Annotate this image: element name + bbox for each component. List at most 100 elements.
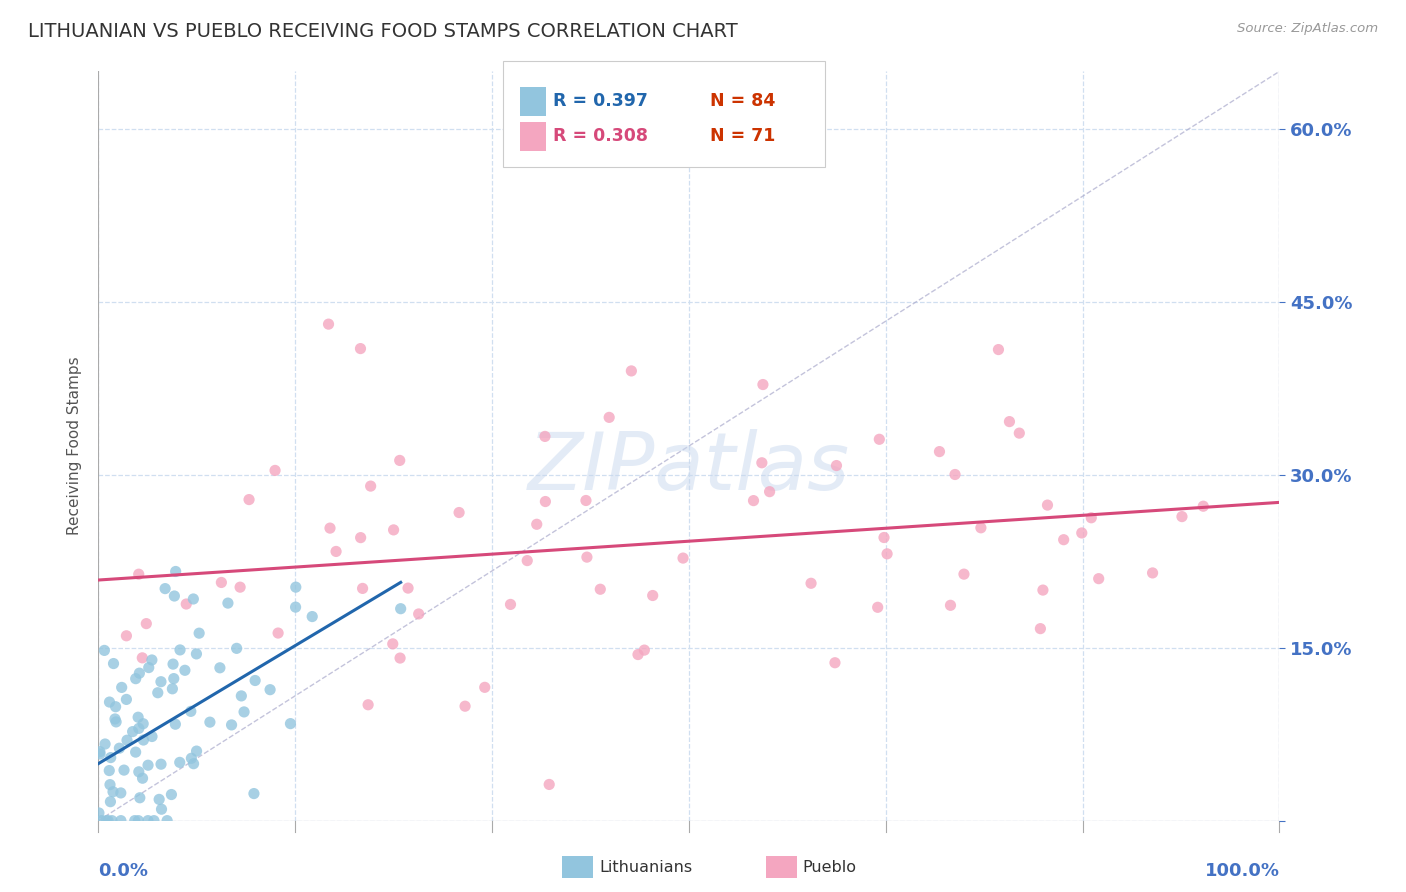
- Point: [1171, 509, 1194, 524]
- Point: [1008, 426, 1031, 441]
- Point: [238, 492, 260, 507]
- Point: [163, 589, 186, 603]
- Point: [141, 730, 163, 744]
- Point: [267, 626, 290, 640]
- Point: [98, 778, 121, 792]
- Point: [876, 547, 898, 561]
- Point: [142, 814, 165, 828]
- Point: [752, 377, 775, 392]
- Point: [125, 672, 148, 686]
- Point: [233, 705, 256, 719]
- Point: [101, 785, 124, 799]
- Point: [198, 715, 221, 730]
- Text: 0.0%: 0.0%: [98, 862, 149, 880]
- Point: [620, 364, 643, 378]
- Point: [146, 686, 169, 700]
- Point: [100, 795, 122, 809]
- Point: [229, 580, 252, 594]
- Point: [987, 343, 1010, 357]
- Point: [382, 523, 405, 537]
- Point: [1070, 525, 1092, 540]
- Text: N = 84: N = 84: [710, 93, 775, 111]
- Point: [150, 757, 173, 772]
- Point: [186, 647, 208, 661]
- Point: [598, 410, 620, 425]
- Point: [89, 745, 111, 759]
- Point: [153, 582, 176, 596]
- Point: [284, 580, 307, 594]
- Point: [180, 704, 202, 718]
- Point: [1080, 510, 1102, 524]
- Point: [928, 444, 950, 458]
- Point: [474, 681, 496, 695]
- Point: [516, 553, 538, 567]
- Y-axis label: Receiving Food Stamps: Receiving Food Stamps: [67, 357, 83, 535]
- Point: [101, 814, 124, 828]
- Point: [128, 764, 150, 779]
- Text: ZIPatlas: ZIPatlas: [527, 429, 851, 508]
- Point: [100, 750, 122, 764]
- Point: [162, 681, 184, 696]
- Point: [672, 551, 695, 566]
- Point: [499, 598, 522, 612]
- Point: [1053, 533, 1076, 547]
- Point: [217, 596, 239, 610]
- Point: [231, 689, 253, 703]
- Point: [800, 576, 823, 591]
- Point: [742, 493, 765, 508]
- Point: [121, 724, 143, 739]
- Point: [352, 582, 374, 596]
- Point: [1142, 566, 1164, 580]
- Point: [825, 458, 848, 473]
- Point: [180, 751, 202, 765]
- Point: [454, 699, 477, 714]
- Point: [534, 494, 557, 508]
- Point: [132, 733, 155, 747]
- Point: [1036, 498, 1059, 512]
- Point: [127, 814, 149, 828]
- Point: [94, 737, 117, 751]
- Point: [449, 506, 471, 520]
- Point: [381, 637, 404, 651]
- Point: [98, 695, 121, 709]
- Text: R = 0.397: R = 0.397: [553, 93, 647, 111]
- Point: [939, 599, 962, 613]
- Point: [389, 651, 412, 665]
- Point: [149, 674, 172, 689]
- Point: [360, 479, 382, 493]
- Point: [325, 544, 347, 558]
- Point: [866, 600, 889, 615]
- Point: [284, 600, 307, 615]
- Point: [174, 663, 197, 677]
- Point: [160, 788, 183, 802]
- Point: [162, 657, 184, 672]
- Point: [188, 626, 211, 640]
- Point: [169, 643, 191, 657]
- Point: [575, 493, 598, 508]
- Point: [128, 790, 150, 805]
- Point: [138, 660, 160, 674]
- Point: [105, 714, 128, 729]
- Text: 100.0%: 100.0%: [1205, 862, 1279, 880]
- Point: [104, 712, 127, 726]
- Point: [970, 521, 993, 535]
- Point: [209, 575, 232, 590]
- Point: [319, 521, 342, 535]
- Point: [183, 756, 205, 771]
- Point: [112, 763, 135, 777]
- Point: [115, 733, 138, 747]
- Point: [90, 814, 112, 828]
- Point: [1029, 622, 1052, 636]
- Point: [526, 517, 548, 532]
- Point: [243, 787, 266, 801]
- Point: [169, 756, 191, 770]
- Point: [104, 699, 127, 714]
- Point: [953, 567, 976, 582]
- Point: [575, 550, 598, 565]
- Point: [127, 710, 149, 724]
- Point: [1032, 583, 1054, 598]
- Point: [221, 718, 243, 732]
- Point: [165, 717, 187, 731]
- Point: [93, 643, 115, 657]
- Point: [751, 456, 773, 470]
